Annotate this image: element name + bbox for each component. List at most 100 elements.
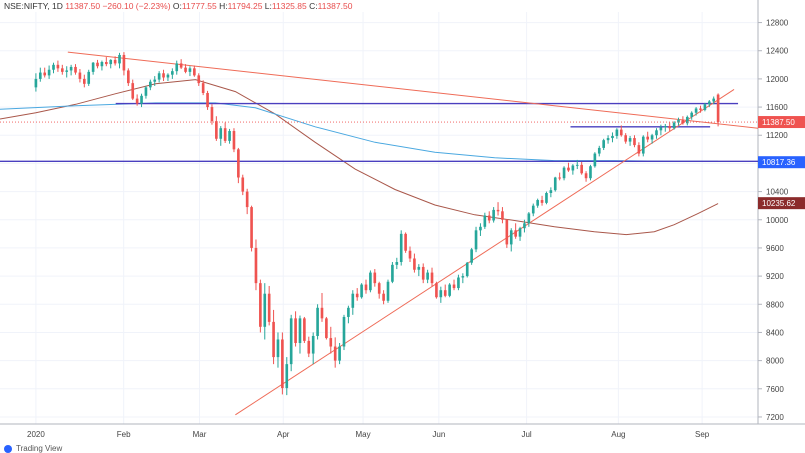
price-axis[interactable]: 7200 7600 8000 8400 8800 9200 9600 10000 10400 10… (757, 0, 805, 452)
candle-body (523, 223, 526, 229)
candle-body (320, 307, 324, 319)
candle-body (562, 167, 566, 179)
candle-body (637, 145, 641, 154)
candle-body (82, 78, 86, 84)
candle-body (527, 213, 531, 224)
candle-body (210, 107, 214, 122)
trend-line (67, 51, 759, 129)
candle-body (624, 135, 627, 142)
price-badge-label: 10235.62 (762, 199, 796, 208)
candle-body (470, 249, 473, 263)
candle-body (267, 293, 271, 322)
candle-body (144, 87, 148, 96)
candle-body (430, 272, 434, 284)
candle-body (232, 131, 236, 150)
candle-body (237, 149, 240, 178)
candle-body (540, 200, 544, 203)
candle-body (276, 339, 280, 358)
candle-body (281, 339, 284, 389)
tradingview-logo-icon (4, 444, 12, 453)
candle-body (536, 200, 539, 206)
candle-body (580, 164, 583, 174)
candle-body (250, 207, 253, 248)
price-tick-label: 11600 (766, 103, 788, 112)
candle-body (60, 68, 64, 72)
price-tick-label: 9200 (766, 272, 784, 281)
slow-moving-average (0, 79, 719, 236)
candle-body (707, 101, 711, 105)
time-tick-label: Jul (521, 430, 531, 439)
candle-body (386, 281, 390, 301)
candle-body (329, 338, 333, 347)
candle-body (43, 72, 47, 76)
candle-body (263, 293, 267, 327)
candle-body (311, 335, 315, 354)
candle-body (355, 293, 359, 298)
time-tick-label: May (355, 430, 370, 439)
candle-body (514, 230, 517, 237)
price-tick-label: 12800 (766, 19, 789, 28)
price-badge (758, 197, 805, 210)
candle-body (140, 95, 143, 104)
candle-body (87, 71, 91, 84)
candle-body (501, 211, 504, 220)
candle-body (690, 112, 694, 117)
candle-body (109, 59, 113, 65)
candle-body (509, 230, 513, 245)
candle-body (553, 177, 557, 191)
candle-body (646, 136, 650, 140)
grid (0, 12, 758, 424)
candle-body (153, 79, 157, 82)
candle-body (611, 135, 614, 139)
price-badge-label: 10817.36 (762, 158, 796, 167)
candle-body (162, 73, 165, 78)
candle-body (408, 250, 412, 259)
candle-body (435, 283, 438, 298)
close-label: C: (309, 1, 318, 11)
candle-body (193, 68, 196, 76)
candle-body (465, 262, 469, 277)
candle-body (694, 108, 698, 113)
candle-body (421, 266, 425, 280)
price-tick-label: 11200 (766, 131, 788, 140)
candle-body (672, 122, 676, 129)
price-tick-label: 12000 (766, 75, 789, 84)
candle-body (166, 74, 170, 78)
candle-body (206, 92, 209, 108)
candle-body (619, 129, 623, 136)
trend-lines[interactable] (67, 51, 759, 416)
candle-body (47, 69, 51, 76)
candle-body (157, 73, 161, 80)
candle-body (615, 129, 619, 136)
candle-body (399, 233, 403, 263)
price-badge (758, 156, 805, 169)
candle-body (113, 59, 117, 64)
candle-body (518, 228, 522, 237)
candle-body (78, 72, 82, 79)
candle-body (285, 364, 289, 389)
high-label: H: (219, 1, 228, 11)
horizontal-lines[interactable] (0, 102, 758, 162)
candle-body (325, 318, 328, 339)
candle-body (413, 258, 416, 270)
chart-header: NSE:NIFTY, 1D 11387.50 −260.10 (−2.23%) … (4, 1, 352, 11)
price-tick-label: 10400 (766, 188, 789, 197)
time-axis[interactable]: 2020 Feb Mar Apr May Jun Jul Aug Sep (0, 423, 805, 439)
candle-body (197, 75, 201, 84)
candle-body (558, 177, 561, 179)
candle-body (127, 70, 130, 84)
candle-body (215, 121, 218, 139)
candle-body (338, 346, 341, 361)
price-badge (758, 116, 805, 129)
time-tick-label: Apr (277, 430, 290, 439)
candle-body (712, 98, 716, 102)
time-tick-label: Sep (695, 430, 710, 439)
candle-body (487, 215, 491, 221)
candle-body (628, 138, 632, 142)
candle-body (259, 283, 262, 327)
candle-body (289, 318, 293, 365)
price-tick-label: 7200 (766, 413, 784, 422)
candle-body (118, 54, 121, 64)
price-labels: 11387.50 10817.36 10235.62 (0, 116, 805, 210)
